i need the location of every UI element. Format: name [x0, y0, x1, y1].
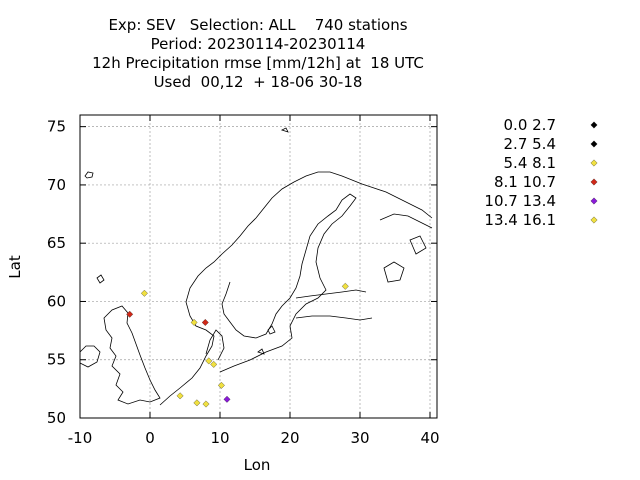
legend: 0.0 2.72.7 5.45.4 8.18.1 10.710.7 13.413… [484, 116, 598, 229]
y-tick-label: 70 [47, 176, 66, 194]
legend-label: 10.7 13.4 [484, 192, 556, 210]
grid-lines [79, 115, 437, 419]
station-markers [126, 282, 349, 408]
chart-title: Exp: SEV Selection: ALL 740 stations Per… [0, 16, 516, 92]
station-marker [193, 399, 201, 407]
station-marker [210, 360, 218, 368]
legend-marker [590, 216, 598, 224]
y-tick-label: 50 [47, 409, 66, 427]
x-tick-label: -10 [68, 429, 93, 447]
x-tick-label: 10 [210, 429, 229, 447]
y-axis-label: Lat [6, 255, 24, 279]
plot-frame [79, 114, 438, 419]
y-tick-label: 75 [47, 118, 66, 136]
legend-label: 5.4 8.1 [504, 154, 556, 172]
title-line-1: Exp: SEV Selection: ALL 740 stations [108, 16, 408, 34]
station-marker [126, 310, 134, 318]
legend-marker [590, 178, 598, 186]
legend-marker [590, 121, 598, 129]
station-marker [202, 400, 210, 408]
legend-marker [590, 197, 598, 205]
station-marker [201, 319, 209, 326]
y-tick-label: 65 [47, 234, 66, 252]
legend-marker [590, 140, 598, 148]
station-marker [140, 289, 148, 297]
coastline-map [79, 127, 433, 406]
x-axis-label: Lon [244, 456, 271, 474]
title-line-3: 12h Precipitation rmse [mm/12h] at 18 UT… [92, 54, 424, 72]
title-line-2: Period: 20230114-20230114 [150, 35, 366, 53]
station-marker [205, 357, 213, 365]
x-tick-label: 20 [280, 429, 299, 447]
y-tick-label: 55 [47, 351, 66, 369]
station-marker [190, 319, 198, 326]
station-marker [217, 381, 225, 389]
y-tick-label: 60 [47, 292, 66, 310]
x-tick-label: 0 [145, 429, 155, 447]
station-marker [176, 392, 184, 400]
station-marker [341, 282, 349, 290]
x-tick-label: 30 [350, 429, 369, 447]
legend-marker [590, 159, 598, 167]
legend-label: 0.0 2.7 [504, 116, 556, 134]
station-marker [223, 395, 231, 403]
title-line-4: Used 00,12 + 18-06 30-18 [153, 73, 363, 91]
legend-label: 8.1 10.7 [494, 173, 556, 191]
legend-label: 13.4 16.1 [484, 211, 556, 229]
axis-ticks: -10 0 10 20 30 40 50 55 60 65 70 75 [47, 115, 440, 447]
x-tick-label: 40 [420, 429, 439, 447]
legend-label: 2.7 5.4 [504, 135, 556, 153]
